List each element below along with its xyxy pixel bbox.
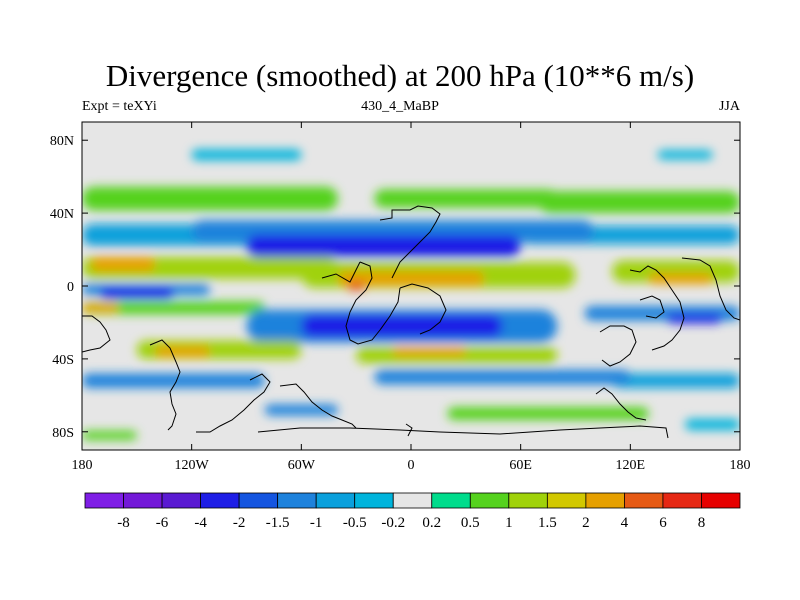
divergence-band xyxy=(612,373,740,389)
colorbar-swatch xyxy=(315,492,356,509)
divergence-band xyxy=(82,430,137,440)
colorbar-swatch xyxy=(354,492,394,509)
colorbar-label: -0.2 xyxy=(381,515,405,531)
divergence-band xyxy=(347,281,366,291)
colorbar-swatch xyxy=(161,492,201,509)
colorbar-swatch xyxy=(624,492,664,509)
divergence-band xyxy=(82,186,338,211)
coastline xyxy=(196,373,271,433)
coastline xyxy=(149,339,181,431)
colorbar-label: -8 xyxy=(117,515,130,531)
colorbar-label: 0.2 xyxy=(422,515,441,531)
run-id-label: 430_4_MaBP xyxy=(361,99,439,114)
divergence-band xyxy=(337,271,485,286)
colorbar-label: 1.5 xyxy=(538,515,557,531)
divergence-band xyxy=(538,191,740,214)
divergence-band xyxy=(91,256,156,272)
colorbar-label: -0.5 xyxy=(343,515,367,531)
colorbar-swatch xyxy=(431,492,471,509)
x-tick-label: 180 xyxy=(72,458,93,473)
colorbar-swatch xyxy=(508,492,548,509)
chart-title: Divergence (smoothed) at 200 hPa (10**6 … xyxy=(105,58,695,93)
colorbar-swatch xyxy=(469,492,510,509)
colorbar-label: 4 xyxy=(621,515,629,531)
y-tick-label: 40S xyxy=(52,353,74,368)
divergence-band xyxy=(191,149,302,161)
coastline xyxy=(82,315,111,353)
divergence-band xyxy=(100,287,174,299)
colorbar-swatch xyxy=(546,492,587,509)
coastline xyxy=(379,205,441,279)
coastline xyxy=(599,325,637,367)
divergence-band xyxy=(685,419,740,430)
x-tick-label: 180 xyxy=(730,458,751,473)
colorbar-swatch xyxy=(392,492,433,509)
season-label: JJA xyxy=(718,99,740,114)
coastline xyxy=(405,423,413,437)
x-tick-label: 120E xyxy=(616,458,646,473)
colorbar-label: 0.5 xyxy=(461,515,480,531)
colorbar-swatch xyxy=(701,492,741,509)
divergence-band xyxy=(82,301,265,315)
y-tick-label: 0 xyxy=(67,280,74,295)
colorbar-swatch xyxy=(662,492,702,509)
colorbar-swatch xyxy=(585,492,625,509)
divergence-band xyxy=(374,189,558,208)
divergence-band xyxy=(301,315,503,338)
colorbar-swatch xyxy=(84,492,124,509)
x-tick-label: 60W xyxy=(288,458,316,473)
colorbar-swatch xyxy=(277,492,317,509)
coastline xyxy=(279,383,357,429)
coastline xyxy=(595,387,647,421)
colorbar-label: 6 xyxy=(659,515,667,531)
colorbar-label: -4 xyxy=(194,515,207,531)
colorbar-label: 8 xyxy=(698,515,706,531)
x-tick-label: 0 xyxy=(408,458,415,473)
divergence-band xyxy=(264,404,338,416)
divergence-band xyxy=(82,303,119,313)
coastline xyxy=(321,261,361,283)
divergence-band xyxy=(374,369,631,385)
divergence-band xyxy=(447,407,649,420)
x-tick-label: 120W xyxy=(175,458,210,473)
divergence-band xyxy=(155,346,210,358)
colorbar-label: -1 xyxy=(310,515,323,531)
divergence-band xyxy=(657,150,713,160)
divergence-band xyxy=(392,347,466,357)
coastline xyxy=(399,283,447,335)
y-tick-label: 40N xyxy=(50,207,74,222)
colorbar-label: 2 xyxy=(582,515,590,531)
experiment-label: Expt = teXYi xyxy=(82,99,157,114)
colorbar-label: -1.5 xyxy=(266,515,290,531)
colorbar-swatch xyxy=(123,492,163,509)
colorbar-label: -6 xyxy=(156,515,169,531)
colorbar-swatch xyxy=(238,492,279,509)
divergence-band xyxy=(666,314,722,324)
y-tick-label: 80N xyxy=(50,134,74,149)
coastline xyxy=(629,265,685,351)
coastline xyxy=(345,261,401,345)
colorbar-swatch xyxy=(200,492,240,509)
divergence-band xyxy=(246,234,521,257)
y-tick-label: 80S xyxy=(52,426,74,441)
coastline xyxy=(639,295,665,319)
coastline xyxy=(681,257,740,321)
divergence-band xyxy=(648,273,713,285)
colorbar-label: -2 xyxy=(233,515,246,531)
coastline xyxy=(257,425,669,439)
x-tick-label: 60E xyxy=(509,458,532,473)
divergence-band xyxy=(82,373,265,389)
colorbar-label: 1 xyxy=(505,515,513,531)
